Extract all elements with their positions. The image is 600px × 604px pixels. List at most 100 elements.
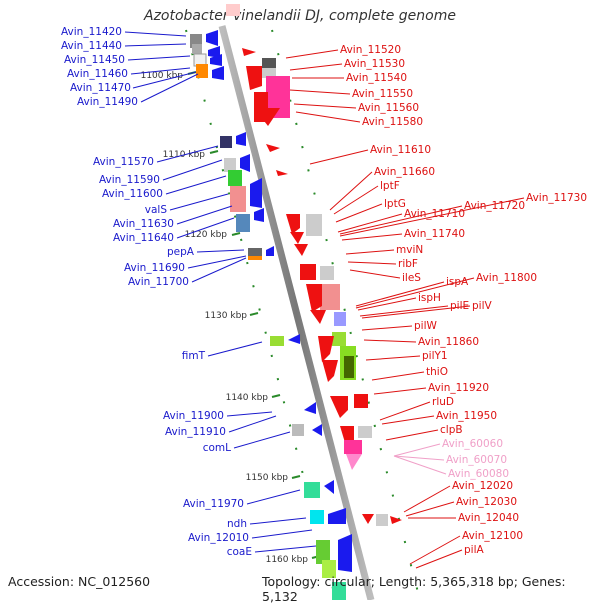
gene-label: Avin_11610 <box>370 144 431 156</box>
gene-label: Avin_11450 <box>64 54 125 66</box>
gene-label: Avin_11640 <box>113 232 174 244</box>
gene-block <box>300 264 316 280</box>
accession-text: Accession: NC_012560 <box>8 574 151 589</box>
gene-block <box>344 440 362 454</box>
gene-block <box>228 170 242 186</box>
gene-label: Avin_11900 <box>163 410 224 422</box>
forward-arrow <box>322 360 338 382</box>
forward-arrow <box>310 310 326 324</box>
gene-label: Avin_12040 <box>458 512 519 524</box>
gene-block <box>322 560 336 578</box>
reverse-arrow <box>338 534 352 572</box>
gene-label: clpB <box>440 424 463 436</box>
gene-label: Avin_12010 <box>188 532 249 544</box>
forward-arrow <box>306 284 322 312</box>
gene-label: Avin_11440 <box>61 40 122 52</box>
gene-label: pilE <box>450 300 469 312</box>
scale-label-1100: 1100 kbp <box>141 71 184 81</box>
scale-label-1150: 1150 kbp <box>246 473 289 483</box>
gene-label: pilY1 <box>422 350 448 362</box>
gene-label: Avin_12020 <box>452 480 513 492</box>
gene-label: pilW <box>414 320 437 332</box>
gene-block <box>320 284 340 310</box>
gene-label: Avin_11910 <box>165 426 226 438</box>
forward-arrow <box>246 66 262 90</box>
gene-block <box>344 356 354 378</box>
gene-label: Avin_11520 <box>340 44 401 56</box>
gene-block <box>310 510 324 524</box>
gene-label: Avin_11460 <box>67 68 128 80</box>
gene-label: Avin_11590 <box>99 174 160 186</box>
gene-label: Avin_11580 <box>362 116 423 128</box>
gene-block <box>224 158 236 172</box>
gene-label: lptG <box>384 198 406 210</box>
map-title: Azotobacter vinelandii DJ, complete geno… <box>144 8 456 24</box>
gene-block <box>248 256 262 260</box>
genome-backbone <box>218 25 375 600</box>
gene-block <box>230 186 246 212</box>
gene-label: Avin_60070 <box>446 454 507 466</box>
gene-block <box>320 266 334 280</box>
reverse-arrow <box>254 208 264 222</box>
gene-label: pilA <box>464 544 484 556</box>
gene-label: Avin_11420 <box>61 26 122 38</box>
reverse-arrow <box>236 132 246 146</box>
forward-arrow <box>318 336 334 362</box>
gene-label: rluD <box>432 396 454 408</box>
left-leaders <box>124 31 317 553</box>
gene-block <box>262 68 276 78</box>
forward-arrow <box>286 214 300 234</box>
gene-block <box>236 214 250 232</box>
gene-label: Avin_60060 <box>442 438 503 450</box>
gene-label: valS <box>145 204 168 216</box>
gene-label: Avin_11630 <box>113 218 174 230</box>
scale-tick-1150 <box>291 475 301 479</box>
reverse-arrow <box>208 46 220 58</box>
gene-block <box>262 58 276 68</box>
forward-arrow <box>294 244 308 256</box>
gene-block <box>270 336 284 346</box>
left-features <box>190 30 352 600</box>
gene-label: Avin_11920 <box>428 382 489 394</box>
reverse-arrow <box>240 154 250 172</box>
forward-arrow <box>254 108 280 126</box>
reverse-arrow <box>312 424 322 436</box>
gene-block <box>376 514 388 526</box>
reverse-arrow <box>250 178 262 208</box>
gene-label: Avin_11800 <box>476 272 537 284</box>
gene-label: Avin_11490 <box>77 96 138 108</box>
reverse-arrow <box>206 30 218 46</box>
reverse-arrow <box>328 508 346 524</box>
gene-label: Avin_11560 <box>358 102 419 114</box>
right-features <box>226 4 402 526</box>
gene-label: Avin_11950 <box>436 410 497 422</box>
gene-label: Avin_11710 <box>404 208 465 220</box>
gene-label: Avin_11550 <box>352 88 413 100</box>
scale-label-1140: 1140 kbp <box>226 393 269 403</box>
scale-tick-1120 <box>231 232 241 236</box>
gene-block <box>304 482 320 498</box>
gene-label: Avin_11860 <box>418 336 479 348</box>
gene-block <box>248 248 262 256</box>
gene-label: Avin_11730 <box>526 192 587 204</box>
gene-block <box>332 582 346 600</box>
gene-block <box>332 332 346 346</box>
gene-block <box>292 424 304 436</box>
gene-block <box>196 64 208 78</box>
reverse-arrow <box>210 54 222 66</box>
forward-arrow <box>346 454 362 470</box>
gene-label: Avin_11720 <box>464 200 525 212</box>
gene-label: Avin_12100 <box>462 530 523 542</box>
gene-label: fimT <box>182 350 206 362</box>
scale-tick-1130 <box>249 312 259 316</box>
forward-arrow <box>266 144 280 152</box>
gene-label: Avin_11530 <box>344 58 405 70</box>
gene-block <box>192 44 202 54</box>
gene-label: Avin_11700 <box>128 276 189 288</box>
reverse-arrow <box>324 480 334 494</box>
gene-label: Avin_11740 <box>404 228 465 240</box>
scale-tick-1140 <box>271 394 281 398</box>
gene-label: ndh <box>227 518 247 530</box>
gene-block <box>354 394 368 408</box>
